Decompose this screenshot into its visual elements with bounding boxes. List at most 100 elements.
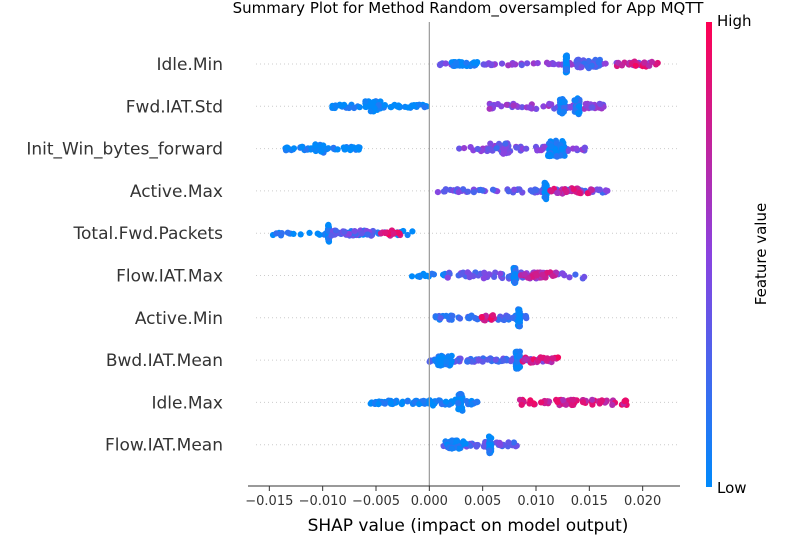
shap-point xyxy=(595,59,602,66)
shap-point xyxy=(456,145,463,152)
shap-point xyxy=(541,194,548,201)
shap-point xyxy=(332,102,339,109)
shap-point xyxy=(455,400,462,407)
shap-point xyxy=(503,101,510,108)
shap-point xyxy=(468,312,475,319)
shap-point xyxy=(529,188,536,195)
x-tick-label: 0.005 xyxy=(464,494,501,509)
shap-point xyxy=(312,142,319,149)
feature-label: Init_Win_bytes_forward xyxy=(26,140,223,160)
shap-point xyxy=(515,353,522,360)
chart-title: Summary Plot for Method Random_oversampl… xyxy=(233,0,705,18)
shap-point xyxy=(554,398,561,406)
shap-point xyxy=(543,182,550,189)
shap-point xyxy=(648,58,656,65)
shap-point xyxy=(429,402,437,409)
feature-label: Idle.Max xyxy=(151,393,223,413)
feature-label: Fwd.IAT.Std xyxy=(126,97,223,117)
shap-point xyxy=(526,104,533,111)
shap-point xyxy=(306,229,313,236)
shap-point xyxy=(524,60,531,67)
shap-point xyxy=(437,361,444,368)
shap-point xyxy=(576,189,583,197)
shap-point xyxy=(486,105,493,112)
shap-point xyxy=(589,104,596,111)
shap-point xyxy=(516,311,523,318)
shap-point xyxy=(328,232,335,239)
x-tick-label: −0.010 xyxy=(299,494,347,509)
shap-point xyxy=(589,396,596,403)
shap-point xyxy=(551,61,558,68)
colorbar: High Low Feature value xyxy=(706,12,770,497)
shap-point xyxy=(278,230,285,237)
shap-point xyxy=(522,312,529,320)
shap-point xyxy=(575,110,582,117)
feature-label: Active.Max xyxy=(130,182,223,202)
shap-point xyxy=(351,228,358,235)
shap-point xyxy=(468,401,475,408)
shap-point xyxy=(463,59,470,66)
shap-point xyxy=(581,144,588,151)
shap-point xyxy=(584,190,591,197)
shap-point xyxy=(497,270,504,277)
shap-point xyxy=(404,231,411,239)
shap-point xyxy=(602,60,609,67)
shap-point xyxy=(604,187,611,194)
shap-point xyxy=(547,151,554,159)
shap-point xyxy=(508,357,515,364)
x-tick-label: 0.015 xyxy=(571,494,608,509)
shap-point xyxy=(598,397,606,404)
shap-point xyxy=(489,186,497,193)
shap-point xyxy=(334,146,341,153)
shap-point xyxy=(464,269,471,276)
shap-point xyxy=(273,230,280,237)
shap-point xyxy=(518,62,525,69)
shap-point xyxy=(563,67,570,74)
shap-point xyxy=(505,439,512,446)
data-points xyxy=(269,52,661,457)
shap-point xyxy=(554,354,562,361)
shap-point xyxy=(453,438,460,445)
shap-point xyxy=(443,358,450,365)
shap-point xyxy=(455,188,462,196)
shap-point xyxy=(493,145,500,152)
shap-point xyxy=(511,279,518,286)
shap-point xyxy=(290,230,297,237)
shap-point xyxy=(486,271,493,278)
shap-point xyxy=(444,274,451,281)
shap-point xyxy=(437,61,444,68)
shap-point xyxy=(481,61,488,68)
shap-point xyxy=(522,356,529,363)
shap-point xyxy=(560,108,568,115)
shap-point xyxy=(538,147,545,154)
shap-point xyxy=(581,273,588,280)
shap-point xyxy=(514,364,521,371)
shap-point xyxy=(546,100,553,107)
feature-label: Idle.Min xyxy=(156,55,223,75)
shap-point xyxy=(589,401,596,408)
shap-point xyxy=(381,400,389,407)
shap-point xyxy=(480,275,487,282)
shap-point xyxy=(478,314,485,321)
feature-label: Flow.IAT.Mean xyxy=(105,436,223,456)
shap-point xyxy=(578,64,585,71)
shap-point xyxy=(416,401,423,408)
shap-point xyxy=(505,273,512,280)
shap-point xyxy=(474,145,481,153)
shap-point xyxy=(511,271,519,278)
shap-point xyxy=(364,231,371,238)
shap-point xyxy=(343,145,350,152)
shap-point xyxy=(463,398,470,405)
shap-point xyxy=(492,356,499,363)
shap-point xyxy=(510,439,517,446)
shap-point xyxy=(544,355,551,362)
shap-point xyxy=(570,186,577,193)
shap-point xyxy=(516,323,523,330)
shap-point xyxy=(341,101,348,108)
shap-point xyxy=(449,312,456,319)
shap-point xyxy=(563,54,570,61)
shap-point xyxy=(448,445,455,452)
shap-point xyxy=(442,398,449,405)
shap-point xyxy=(405,104,412,111)
